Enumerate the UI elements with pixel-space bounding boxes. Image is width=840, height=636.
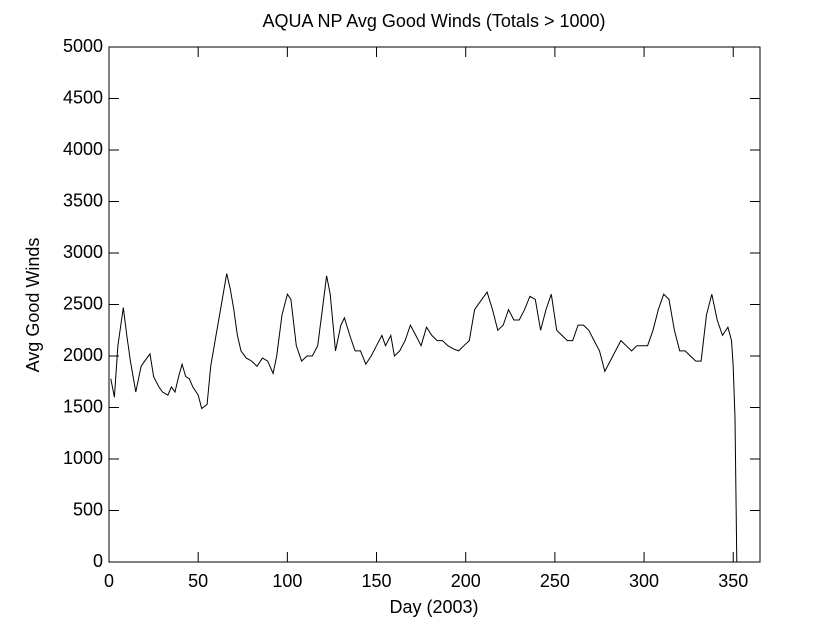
x-tick-label: 0 [104,571,114,591]
y-tick-label: 3500 [63,190,103,210]
x-tick-label: 250 [540,571,570,591]
y-tick-label: 4000 [63,139,103,159]
chart-title: AQUA NP Avg Good Winds (Totals > 1000) [262,11,605,31]
x-tick-label: 350 [718,571,748,591]
x-tick-label: 50 [188,571,208,591]
y-tick-label: 3000 [63,242,103,262]
x-tick-label: 300 [629,571,659,591]
x-tick-label: 150 [362,571,392,591]
y-tick-label: 1500 [63,396,103,416]
data-line [110,273,738,563]
y-tick-label: 500 [73,499,103,519]
y-tick-label: 2500 [63,293,103,313]
y-tick-label: 4500 [63,87,103,107]
y-axis-label: Avg Good Winds [23,238,43,373]
x-tick-label: 200 [451,571,481,591]
x-axis-label: Day (2003) [389,597,478,617]
x-tick-label: 100 [272,571,302,591]
y-tick-label: 1000 [63,448,103,468]
y-tick-label: 5000 [63,36,103,56]
y-tick-label: 0 [93,551,103,571]
y-tick-label: 2000 [63,345,103,365]
